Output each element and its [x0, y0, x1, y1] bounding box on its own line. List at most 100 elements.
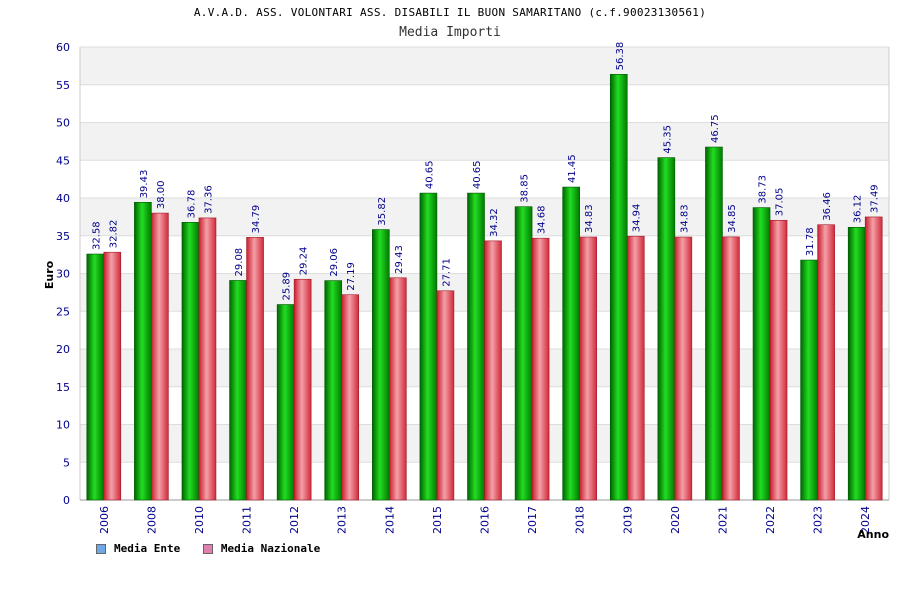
- x-tick-label: 2017: [526, 506, 539, 534]
- x-tick-label: 2023: [812, 506, 825, 534]
- y-tick-label: 25: [56, 305, 70, 318]
- bar-media-nazionale: [817, 224, 835, 501]
- x-tick-label: 2014: [383, 506, 396, 534]
- data-label: 25.89: [282, 272, 293, 301]
- data-label: 27.19: [346, 262, 357, 291]
- y-tick-label: 40: [56, 192, 70, 205]
- x-tick-label: 2010: [193, 506, 206, 534]
- y-tick-label: 30: [56, 268, 70, 281]
- data-label: 29.08: [234, 248, 245, 277]
- bar-media-ente: [181, 222, 200, 501]
- bar-media-nazionale: [864, 216, 883, 501]
- y-tick-label: 5: [63, 456, 70, 469]
- data-label: 38.73: [758, 175, 769, 204]
- chart-title: A.V.A.D. ASS. VOLONTARI ASS. DISABILI IL…: [193, 6, 707, 19]
- chart-subtitle: Media Importi: [399, 25, 501, 40]
- y-tick-label: 60: [56, 41, 70, 54]
- y-tick-label: 45: [56, 154, 70, 167]
- bar-media-ente: [562, 186, 580, 501]
- bar-media-nazionale: [626, 235, 645, 501]
- data-label: 40.65: [424, 160, 435, 189]
- x-tick-label: 2006: [98, 506, 111, 534]
- data-label: 34.85: [727, 204, 738, 233]
- bar-media-nazionale: [436, 290, 455, 501]
- bar-media-ente: [609, 74, 628, 501]
- data-label: 29.24: [299, 247, 310, 276]
- data-label: 32.58: [91, 221, 102, 250]
- y-tick-label: 35: [56, 230, 70, 243]
- bar-media-ente: [134, 202, 152, 501]
- bar-media-nazionale: [198, 217, 217, 501]
- data-label: 41.45: [567, 154, 578, 183]
- data-label: 39.43: [139, 170, 150, 199]
- y-axis-label: Euro: [43, 260, 56, 289]
- data-label: 34.79: [251, 205, 262, 234]
- data-label: 45.35: [662, 125, 673, 154]
- bar-media-nazionale: [769, 219, 788, 501]
- y-tick-label: 50: [56, 117, 70, 130]
- x-tick-label: 2022: [764, 506, 777, 534]
- bar-media-nazionale: [531, 237, 550, 501]
- y-tick-label: 20: [56, 343, 70, 356]
- data-label: 38.00: [156, 180, 167, 209]
- bar-media-ente: [372, 229, 390, 501]
- bar-media-ente: [419, 192, 438, 501]
- bar-media-nazionale: [151, 212, 169, 501]
- x-tick-label: 2019: [621, 506, 634, 534]
- data-label: 34.83: [584, 204, 595, 233]
- bar-media-ente: [86, 253, 105, 501]
- bar-media-nazionale: [293, 278, 312, 501]
- bar-media-ente: [752, 207, 771, 501]
- y-tick-label: 55: [56, 79, 70, 92]
- bar-media-nazionale: [103, 251, 122, 501]
- data-label: 38.85: [520, 174, 531, 203]
- legend-swatch-nazionale: [202, 543, 213, 554]
- grid-band: [80, 47, 889, 85]
- bar-media-ente: [324, 280, 343, 501]
- data-label: 34.32: [489, 208, 500, 237]
- bar-media-nazionale: [674, 236, 693, 501]
- bar-media-ente: [800, 259, 818, 501]
- data-label: 36.12: [853, 195, 864, 224]
- bar-media-nazionale: [341, 294, 360, 501]
- legend: Media Ente Media Nazionale: [96, 542, 336, 557]
- x-tick-label: 2021: [716, 506, 729, 534]
- bar-media-ente: [657, 157, 676, 501]
- data-label: 29.06: [329, 248, 340, 277]
- bar-media-ente: [514, 206, 533, 501]
- data-label: 34.68: [537, 206, 548, 235]
- data-label: 40.65: [472, 160, 483, 189]
- x-tick-label: 2008: [145, 506, 158, 534]
- x-tick-label: 2015: [431, 506, 444, 534]
- bar-media-nazionale: [389, 277, 407, 501]
- data-label: 35.82: [377, 197, 388, 226]
- x-axis-label: Anno: [857, 528, 889, 541]
- legend-item-nazionale: Media Nazionale: [202, 542, 321, 555]
- data-label: 29.43: [394, 245, 405, 274]
- data-label: 32.82: [108, 220, 119, 249]
- data-label: 46.75: [710, 114, 721, 143]
- bar-media-ente: [276, 304, 295, 501]
- legend-label-nazionale: Media Nazionale: [220, 542, 321, 555]
- x-tick-label: 2011: [241, 506, 254, 534]
- data-label: 36.46: [822, 192, 833, 221]
- data-label: 27.71: [441, 258, 452, 287]
- x-tick-label: 2013: [336, 506, 349, 534]
- bar-media-nazionale: [579, 236, 597, 501]
- data-label: 56.38: [615, 42, 626, 71]
- x-tick-label: 2016: [479, 506, 492, 534]
- legend-item-ente: Media Ente: [96, 542, 180, 555]
- data-label: 34.83: [679, 204, 690, 233]
- data-label: 34.94: [632, 204, 643, 233]
- bar-media-nazionale: [484, 240, 502, 501]
- y-tick-label: 10: [56, 419, 70, 432]
- x-tick-label: 2020: [669, 506, 682, 534]
- data-label: 37.05: [775, 188, 786, 217]
- data-label: 36.78: [186, 190, 197, 219]
- bar-media-ente: [229, 280, 247, 501]
- x-tick-label: 2024: [859, 506, 872, 534]
- data-label: 31.78: [805, 227, 816, 256]
- data-label: 37.49: [870, 184, 881, 213]
- x-tick-label: 2018: [574, 506, 587, 534]
